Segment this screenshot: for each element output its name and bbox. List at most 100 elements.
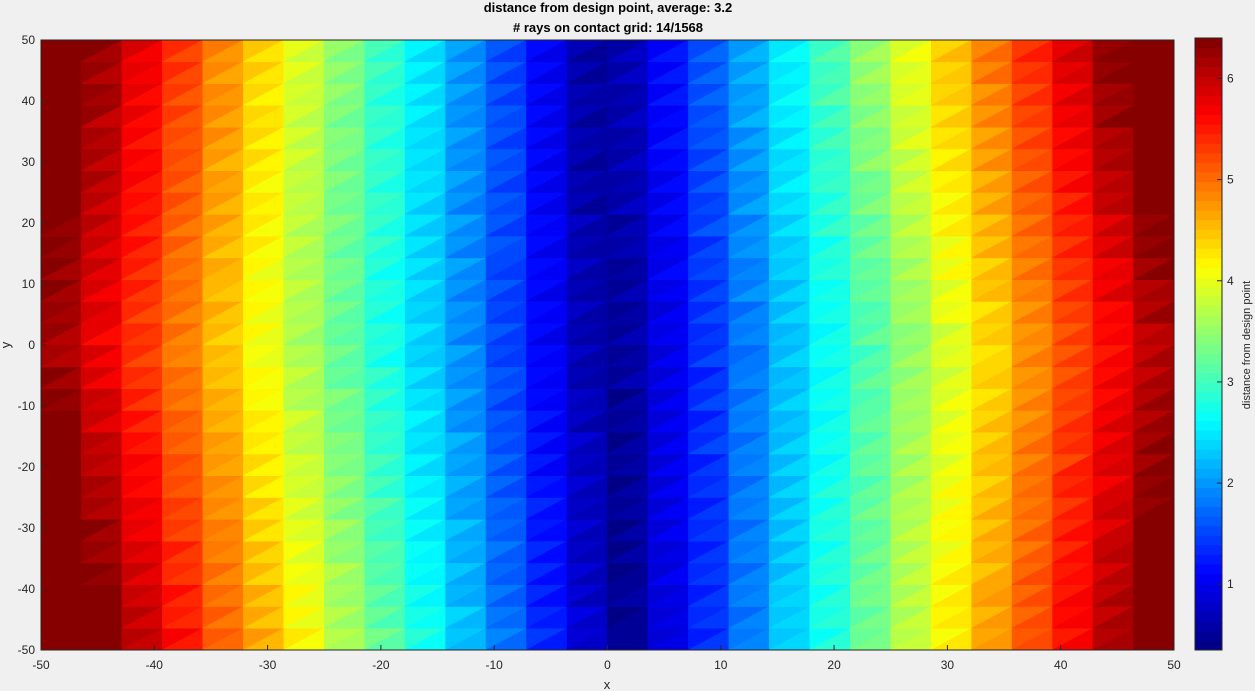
colorbar-segment (1195, 315, 1222, 326)
colorbar-segment (1195, 305, 1222, 316)
colorbar-segment (1195, 391, 1222, 402)
colorbar-tick-label: 3 (1227, 375, 1234, 389)
colorbar-segment (1195, 506, 1222, 517)
x-axis: -50 -40 -30 -20 -10 0 10 20 30 40 50 (32, 645, 1181, 672)
x-tick-label: -50 (32, 658, 50, 672)
colorbar-segment (1195, 85, 1222, 96)
colorbar-segment (1195, 382, 1222, 393)
colorbar-segment (1195, 458, 1222, 469)
x-tick-label: 0 (604, 658, 611, 672)
x-tick-label: 50 (1167, 658, 1181, 672)
heatmap-plot-area (40, 39, 1175, 651)
colorbar-segment (1195, 57, 1222, 68)
x-tick-label: 20 (827, 658, 841, 672)
x-tick-label: -10 (486, 658, 504, 672)
colorbar-segment (1195, 487, 1222, 498)
colorbar-segment (1195, 516, 1222, 527)
colorbar-segment (1195, 296, 1222, 307)
colorbar-segment (1195, 554, 1222, 565)
colorbar-segment (1195, 449, 1222, 460)
colorbar-segment (1195, 114, 1222, 125)
colorbar-segment (1195, 592, 1222, 603)
x-tick-label: -40 (146, 658, 164, 672)
colorbar-segment (1195, 229, 1222, 240)
colorbar-segment (1195, 535, 1222, 546)
colorbar-tick-label: 2 (1227, 476, 1234, 490)
colorbar-segment (1195, 324, 1222, 335)
colorbar-segment (1195, 286, 1222, 297)
y-axis-label: y (0, 341, 13, 348)
colorbar-segment (1195, 544, 1222, 555)
y-tick-label: 40 (22, 94, 36, 108)
colorbar-segment (1195, 372, 1222, 383)
colorbar-segment (1195, 430, 1222, 441)
colorbar-segment (1195, 401, 1222, 412)
colorbar-segment (1195, 573, 1222, 584)
colorbar-segment (1195, 277, 1222, 288)
colorbar-segment (1195, 152, 1222, 163)
colorbar-segment (1195, 468, 1222, 479)
colorbar-segment (1195, 583, 1222, 594)
y-tick-label: 30 (22, 155, 36, 169)
y-tick-label: 0 (28, 338, 35, 352)
colorbar-label: distance from design point (1241, 281, 1253, 409)
colorbar-tick-label: 1 (1227, 577, 1234, 591)
x-tick-label: 30 (941, 658, 955, 672)
colorbar-segment (1195, 238, 1222, 249)
colorbar-segment (1195, 191, 1222, 202)
colorbar-segment (1195, 267, 1222, 278)
colorbar-segment (1195, 602, 1222, 613)
colorbar-segment (1195, 124, 1222, 135)
colorbar-segment (1195, 621, 1222, 632)
colorbar-segment (1195, 66, 1222, 77)
colorbar-segment (1195, 104, 1222, 115)
colorbar-segment (1195, 200, 1222, 211)
y-tick-label: -50 (18, 643, 36, 657)
colorbar-segment (1195, 47, 1222, 58)
chart-title-line-1: distance from design point, average: 3.2 (484, 0, 733, 15)
colorbar-segment (1195, 410, 1222, 421)
colorbar-segment (1195, 181, 1222, 192)
colorbar-segment (1195, 563, 1222, 574)
colorbar-segment (1195, 497, 1222, 508)
colorbar-segment (1195, 630, 1222, 641)
colorbar-segment (1195, 162, 1222, 173)
y-tick-label: -10 (18, 399, 36, 413)
colorbar-frame (1194, 37, 1223, 651)
y-tick-label: 10 (22, 277, 36, 291)
colorbar-segment (1195, 76, 1222, 87)
colorbar-segment (1195, 219, 1222, 230)
y-tick-label: -30 (18, 521, 36, 535)
colorbar-segment (1195, 353, 1222, 364)
colorbar-segment (1195, 210, 1222, 221)
colorbar-segment (1195, 525, 1222, 536)
chart-title-line-2: # rays on contact grid: 14/1568 (513, 20, 703, 35)
colorbar-segment (1195, 133, 1222, 144)
colorbar-segment (1195, 38, 1222, 49)
y-axis: -50 -40 -30 -20 -10 0 10 20 30 40 50 (18, 33, 46, 657)
colorbar-segment (1195, 334, 1222, 345)
colorbar: 1 2 3 4 5 6 (1194, 37, 1234, 651)
colorbar-segment (1195, 171, 1222, 182)
y-tick-label: -20 (18, 460, 36, 474)
colorbar-segment (1195, 143, 1222, 154)
colorbar-segment (1195, 95, 1222, 106)
colorbar-segment (1195, 611, 1222, 622)
colorbar-segment (1195, 640, 1222, 651)
x-tick-label: -20 (372, 658, 390, 672)
colorbar-segment (1195, 248, 1222, 259)
x-tick-label: 40 (1054, 658, 1068, 672)
x-tick-label: -30 (259, 658, 277, 672)
colorbar-segment (1195, 420, 1222, 431)
colorbar-segment (1195, 439, 1222, 450)
colorbar-tick-label: 5 (1227, 173, 1234, 187)
x-axis-label: x (604, 677, 611, 691)
colorbar-segment (1195, 257, 1222, 268)
colorbar-segment (1195, 477, 1222, 488)
colorbar-segment (1195, 363, 1222, 374)
x-tick-label: 10 (714, 658, 728, 672)
colorbar-tick-label: 4 (1227, 274, 1234, 288)
colorbar-segment (1195, 344, 1222, 355)
y-tick-label: 50 (22, 33, 36, 47)
